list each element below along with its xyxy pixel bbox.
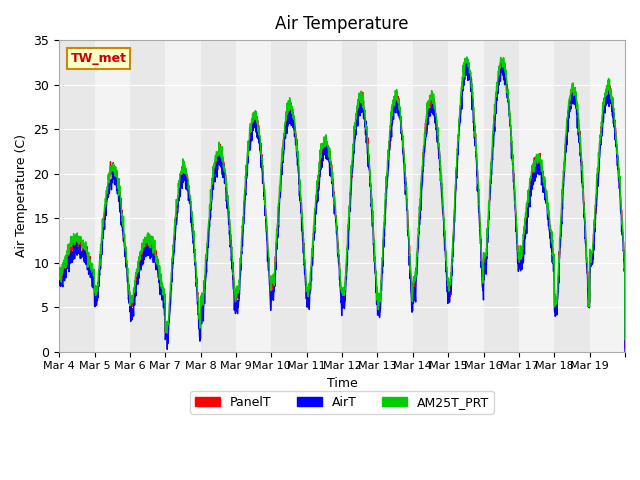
AM25T_PRT <box>513 223 520 229</box>
Bar <box>378 40 413 351</box>
Y-axis label: Air Temperature (C): Air Temperature (C) <box>15 134 28 257</box>
AirT <box>545 223 552 228</box>
AM25T_PRT <box>55 268 63 274</box>
Bar <box>165 40 200 351</box>
PanelT <box>621 345 629 351</box>
Bar <box>589 40 625 351</box>
AM25T_PRT <box>463 54 470 60</box>
AM25T_PRT <box>621 336 629 342</box>
PanelT <box>613 149 621 155</box>
PanelT <box>376 301 384 307</box>
Legend: PanelT, AirT, AM25T_PRT: PanelT, AirT, AM25T_PRT <box>190 391 494 414</box>
X-axis label: Time: Time <box>326 377 358 390</box>
AirT <box>234 303 242 309</box>
AM25T_PRT <box>234 289 242 295</box>
Bar <box>236 40 271 351</box>
AirT <box>613 156 621 161</box>
Bar <box>307 40 342 351</box>
Line: AM25T_PRT: AM25T_PRT <box>59 57 625 339</box>
Line: AirT: AirT <box>59 63 625 351</box>
PanelT <box>112 174 120 180</box>
AirT <box>112 180 120 186</box>
AM25T_PRT <box>545 213 552 219</box>
AM25T_PRT <box>613 151 621 157</box>
Text: TW_met: TW_met <box>70 52 127 65</box>
AM25T_PRT <box>112 164 120 170</box>
Line: PanelT: PanelT <box>59 58 625 348</box>
Bar <box>448 40 484 351</box>
AirT <box>621 348 629 354</box>
Bar <box>95 40 130 351</box>
AirT <box>55 273 63 279</box>
Title: Air Temperature: Air Temperature <box>275 15 409 33</box>
AirT <box>513 236 520 241</box>
AM25T_PRT <box>376 297 384 302</box>
Bar <box>519 40 554 351</box>
PanelT <box>497 55 505 61</box>
AirT <box>463 60 470 66</box>
PanelT <box>234 291 242 297</box>
PanelT <box>545 206 552 212</box>
AirT <box>376 309 384 314</box>
PanelT <box>55 273 63 279</box>
PanelT <box>513 224 520 230</box>
